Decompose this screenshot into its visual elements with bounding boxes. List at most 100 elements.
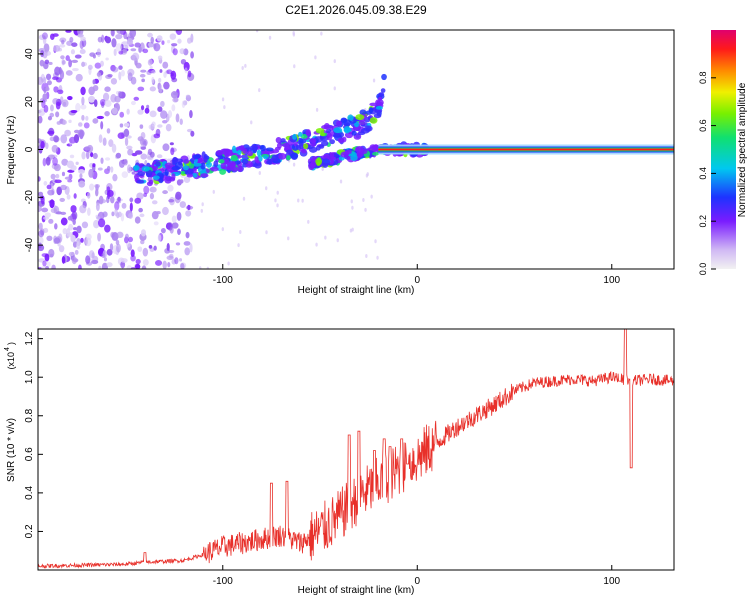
noise-blob [333, 86, 336, 91]
noise-blob [140, 105, 145, 111]
noise-blob [148, 124, 155, 130]
track-blob [380, 88, 386, 93]
noise-blob [45, 142, 49, 150]
noise-blob [111, 66, 119, 73]
track-blob [265, 147, 274, 152]
noise-blob [162, 206, 169, 216]
noise-blob [84, 146, 92, 151]
noise-blob [95, 188, 99, 197]
track-blob [237, 165, 243, 172]
noise-blob [105, 57, 109, 61]
track-blob [358, 120, 366, 126]
track-blob [295, 144, 302, 150]
track-blob [372, 152, 379, 156]
noise-blob [186, 128, 193, 133]
noise-blob [115, 33, 123, 40]
noise-blob [54, 179, 62, 184]
noise-blob [180, 262, 185, 269]
track-blob [164, 176, 172, 184]
noise-blob [314, 55, 317, 60]
noise-blob [255, 30, 259, 33]
noise-blob [117, 91, 123, 98]
noise-blob [184, 247, 191, 256]
noise-blob [179, 179, 184, 184]
noise-blob [92, 54, 96, 59]
noise-blob [68, 251, 75, 257]
noise-blob [85, 233, 92, 241]
noise-blob [166, 69, 173, 75]
noise-blob [98, 134, 103, 143]
noise-blob [102, 211, 108, 218]
noise-blob [177, 228, 181, 235]
track-blob [298, 131, 303, 137]
noise-blob [139, 124, 144, 129]
track-blob [219, 168, 227, 175]
noise-blob [40, 195, 45, 205]
track-blob [343, 125, 351, 134]
noise-blob [333, 59, 336, 64]
noise-blob [118, 71, 122, 81]
noise-blob [365, 254, 368, 259]
noise-blob [185, 94, 191, 98]
noise-blob [57, 89, 64, 95]
noise-blob [87, 207, 91, 216]
noise-blob [110, 166, 114, 173]
noise-blob [101, 34, 105, 43]
noise-blob [97, 167, 103, 171]
noise-blob [114, 208, 118, 217]
noise-blob [65, 30, 72, 33]
noise-blob [121, 202, 127, 209]
noise-blob [79, 204, 87, 214]
noise-blob [167, 222, 173, 231]
track-blob [369, 106, 374, 114]
track-blob [182, 165, 189, 171]
noise-blob [120, 261, 126, 269]
noise-blob [80, 104, 87, 110]
noise-blob [96, 72, 102, 77]
noise-blob [124, 44, 129, 49]
noise-blob [167, 184, 174, 192]
noise-blob [179, 201, 187, 208]
track-blob [237, 149, 242, 156]
track-blob [133, 166, 138, 172]
noise-blob [92, 152, 98, 160]
noise-blob [135, 263, 141, 269]
noise-blob [206, 266, 210, 269]
noise-blob [301, 198, 304, 203]
noise-blob [91, 259, 99, 265]
noise-blob [137, 136, 144, 142]
snr-scale-suffix: ) [6, 342, 16, 345]
noise-blob [176, 211, 182, 221]
noise-blob [160, 110, 168, 119]
noise-blob [148, 244, 153, 249]
noise-blob [172, 48, 178, 56]
track-blob [271, 154, 279, 162]
heatmap-y-tick-label: 40 [24, 48, 35, 60]
noise-blob [171, 43, 178, 47]
noise-blob [103, 257, 108, 262]
noise-blob [137, 246, 143, 252]
noise-blob [74, 249, 79, 255]
heatmap-x-tick-label: 0 [414, 275, 420, 286]
noise-blob [149, 192, 155, 200]
noise-blob [144, 107, 150, 114]
track-blob [174, 161, 183, 170]
noise-blob [102, 137, 107, 146]
track-blob [347, 114, 354, 122]
noise-blob [274, 198, 277, 203]
noise-blob [120, 258, 128, 263]
track-blob [186, 168, 194, 175]
carrier-line [378, 148, 674, 151]
noise-blob [129, 202, 133, 212]
noise-blob [190, 51, 194, 59]
noise-blob [287, 236, 290, 241]
noise-blob [117, 211, 122, 218]
noise-blob [99, 98, 106, 106]
noise-blob [170, 147, 175, 156]
noise-blob [101, 262, 108, 269]
track-blob [254, 156, 259, 163]
noise-blob [177, 38, 182, 44]
track-blob [354, 121, 360, 128]
track-blob [278, 152, 287, 160]
noise-blob [142, 48, 149, 54]
